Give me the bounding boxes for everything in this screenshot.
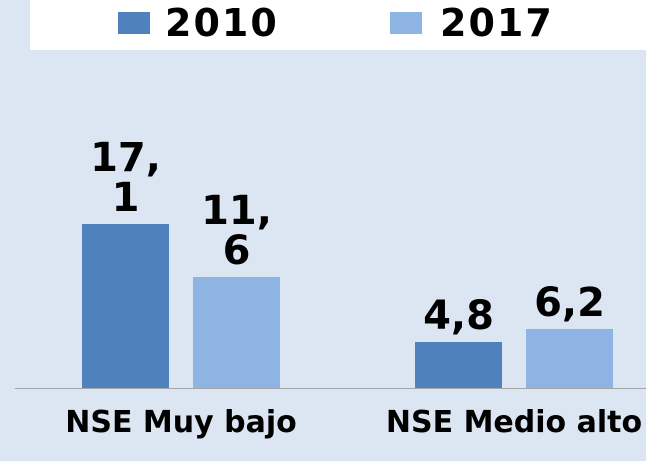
x-tick-label: NSE Medio alto: [385, 405, 643, 440]
x-tick-label: NSE Muy bajo: [65, 405, 297, 440]
data-label: 11,6: [201, 187, 272, 274]
data-label: 17,1: [90, 135, 161, 222]
data-label: 4,8: [423, 293, 494, 340]
x-axis-line: [15, 388, 646, 389]
data-label: 6,2: [534, 279, 605, 326]
legend-label: 2010: [165, 1, 279, 45]
bar: [193, 276, 280, 388]
bar: [82, 224, 169, 388]
legend-swatch: [118, 12, 150, 34]
bar: [526, 328, 613, 388]
legend-swatch: [390, 12, 422, 34]
legend-label: 2017: [440, 1, 554, 45]
bar: [415, 342, 502, 388]
